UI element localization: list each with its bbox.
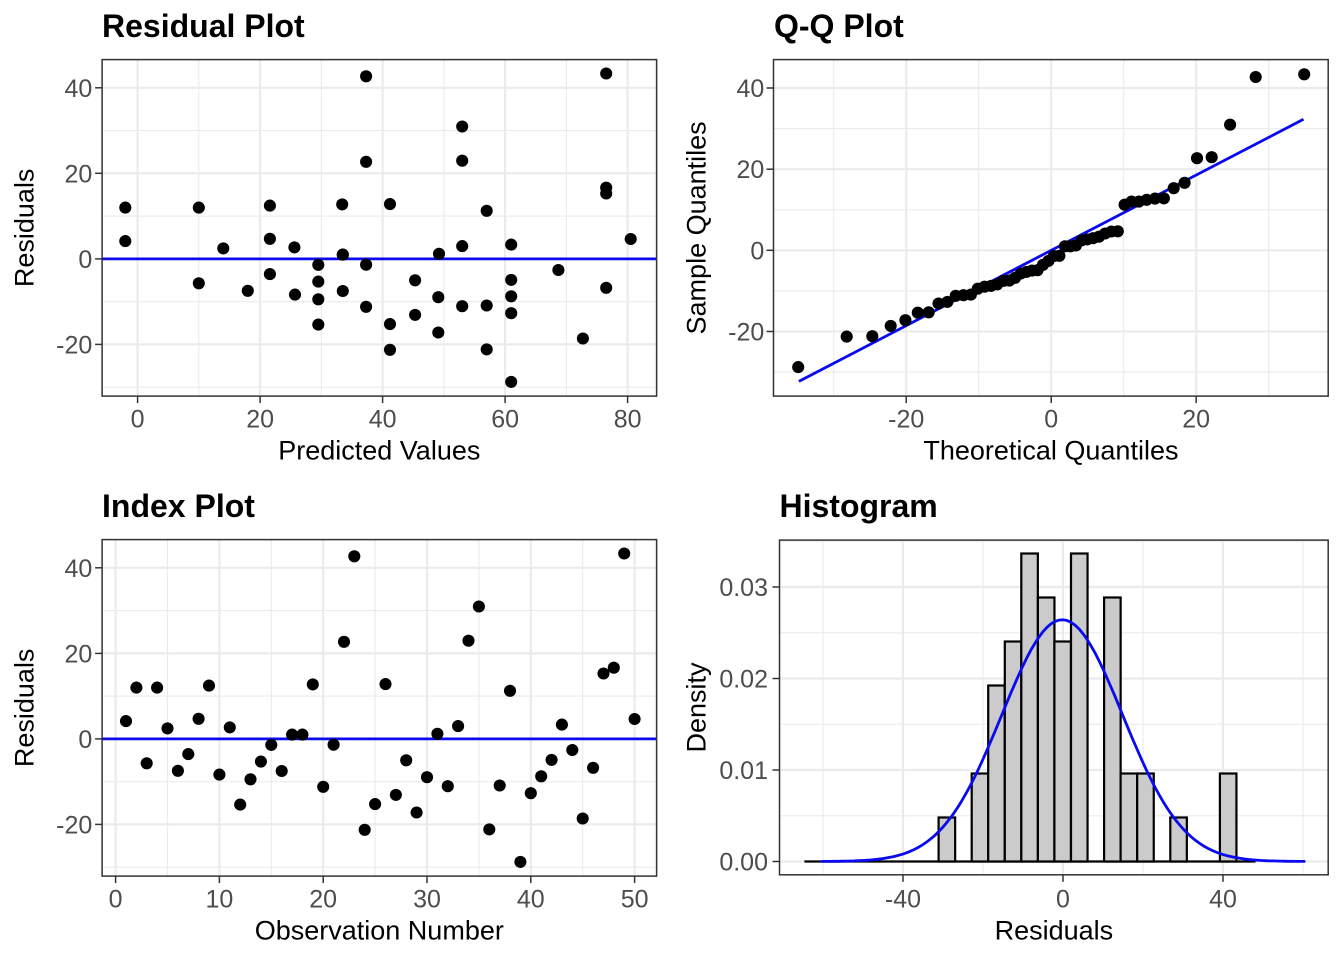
svg-text:20: 20 [64,641,92,669]
svg-text:0.02: 0.02 [719,666,768,694]
svg-text:Observation Number: Observation Number [255,916,504,946]
svg-text:40: 40 [64,75,92,103]
svg-text:20: 20 [309,886,337,914]
svg-text:0.03: 0.03 [719,574,768,602]
svg-text:0.00: 0.00 [719,849,768,877]
svg-text:-20: -20 [728,319,764,347]
svg-text:0: 0 [131,406,145,434]
svg-text:Residual Plot: Residual Plot [102,8,305,44]
svg-text:40: 40 [517,886,545,914]
svg-text:20: 20 [246,406,274,434]
svg-text:20: 20 [1182,406,1210,434]
svg-text:Histogram: Histogram [780,488,938,524]
svg-text:0: 0 [109,886,123,914]
svg-text:Sample Quantiles: Sample Quantiles [682,121,712,334]
svg-text:60: 60 [491,406,519,434]
svg-text:0: 0 [1056,886,1070,914]
svg-text:40: 40 [64,555,92,583]
svg-text:Residuals: Residuals [995,916,1114,946]
svg-text:40: 40 [369,406,397,434]
svg-text:Index Plot: Index Plot [102,488,255,524]
svg-text:30: 30 [413,886,441,914]
svg-text:40: 40 [736,75,764,103]
svg-text:0: 0 [78,246,92,274]
svg-text:40: 40 [1209,886,1237,914]
svg-text:Predicted Values: Predicted Values [278,436,480,466]
svg-text:50: 50 [621,886,649,914]
svg-text:Q-Q Plot: Q-Q Plot [774,8,904,44]
svg-text:Residuals: Residuals [10,649,40,768]
svg-text:10: 10 [205,886,233,914]
svg-text:0: 0 [750,237,764,265]
svg-text:Residuals: Residuals [10,169,40,288]
svg-text:-20: -20 [56,332,92,360]
svg-text:0: 0 [1044,406,1058,434]
svg-text:-20: -20 [888,406,924,434]
svg-text:Theoretical Quantiles: Theoretical Quantiles [923,436,1178,466]
svg-text:0: 0 [78,726,92,754]
svg-text:20: 20 [64,160,92,188]
svg-text:20: 20 [736,156,764,184]
svg-text:80: 80 [614,406,642,434]
svg-text:-40: -40 [885,886,921,914]
svg-text:-20: -20 [56,812,92,840]
svg-text:Density: Density [682,662,712,753]
svg-text:0.01: 0.01 [719,757,768,785]
